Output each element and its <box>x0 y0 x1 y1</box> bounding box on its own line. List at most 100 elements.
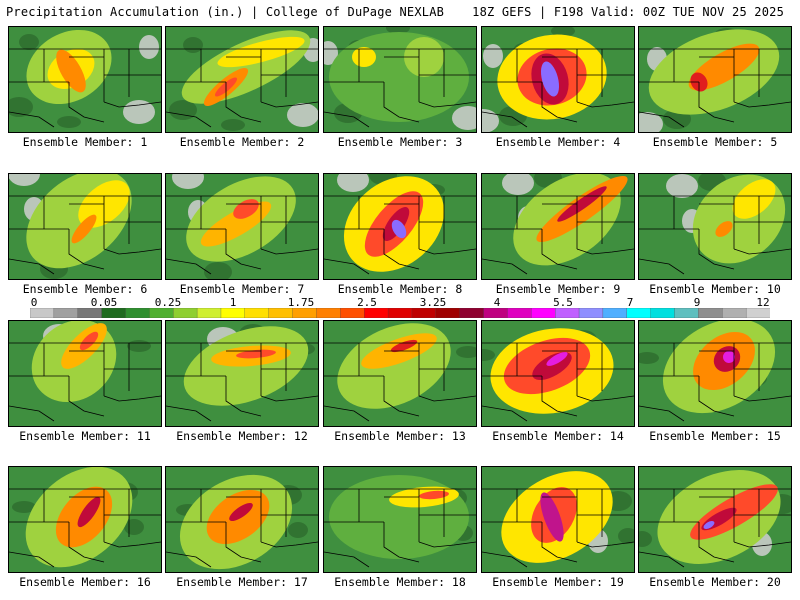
precip-contour <box>546 352 568 366</box>
background-patch <box>19 34 39 50</box>
border-line <box>103 248 161 255</box>
colorbar-tick-label: 5.5 <box>553 296 573 309</box>
border-line <box>103 541 161 548</box>
colorbar-swatch <box>125 308 151 318</box>
colorbar-swatch <box>220 308 246 318</box>
background-patch <box>452 106 476 130</box>
border-line <box>541 229 578 270</box>
border-line <box>541 82 578 123</box>
member-caption: Ensemble Member: 3 <box>337 135 463 149</box>
ensemble-map-panel <box>165 320 319 427</box>
precip-contour <box>236 349 276 359</box>
border-line <box>576 395 634 402</box>
colorbar-swatch <box>722 308 747 318</box>
background-patch <box>139 35 159 59</box>
precip-map <box>324 475 476 568</box>
border-line <box>260 101 318 108</box>
precip-map <box>9 29 161 128</box>
precip-contour <box>557 186 607 222</box>
border-line <box>68 522 105 563</box>
ensemble-map-panel <box>638 320 792 427</box>
precip-contour <box>715 221 733 237</box>
colorbar-swatch <box>292 308 318 318</box>
precip-map <box>639 174 791 275</box>
border-line <box>225 229 262 270</box>
colorbar-swatch <box>387 308 413 318</box>
member-caption: Ensemble Member: 4 <box>495 135 621 149</box>
precip-map <box>482 328 634 422</box>
colorbar-tick-label: 7 <box>626 296 634 309</box>
precip-map <box>166 30 318 131</box>
border-line <box>68 376 105 417</box>
member-caption: Ensemble Member: 1 <box>22 135 148 149</box>
member-caption: Ensemble Member: 8 <box>337 282 463 296</box>
border-line <box>9 111 55 128</box>
border-line <box>166 405 212 422</box>
colorbar-tick-label: 12 <box>756 296 770 309</box>
state-borders <box>166 342 318 422</box>
colorbar-swatch <box>340 308 365 318</box>
colorbar-tick-label: 0 <box>30 296 38 309</box>
member-caption: Ensemble Member: 14 <box>492 429 624 443</box>
precip-map <box>324 27 476 130</box>
state-borders <box>482 195 634 275</box>
colorbar-swatch <box>507 308 532 318</box>
colorbar-swatch <box>531 308 556 318</box>
header-valid-time: 18Z GEFS | F198 Valid: 00Z TUE NOV 25 20… <box>472 5 784 19</box>
state-borders <box>166 48 318 128</box>
precip-map <box>639 470 791 568</box>
member-caption: Ensemble Member: 19 <box>492 575 624 589</box>
border-line <box>733 541 791 548</box>
border-line <box>166 551 212 568</box>
border-line <box>260 395 318 402</box>
background-patch <box>127 340 151 352</box>
border-line <box>166 258 212 275</box>
colorbar-tick-label: 2.5 <box>357 296 377 309</box>
ensemble-map-panel <box>165 26 319 133</box>
precip-map <box>639 321 791 422</box>
background-patch <box>482 109 499 132</box>
header-title: Precipitation Accumulation (in.) | Colle… <box>6 5 445 19</box>
precip-map <box>166 474 318 570</box>
background-patch <box>169 100 197 120</box>
member-caption: Ensemble Member: 2 <box>179 135 305 149</box>
precip-map <box>166 174 318 279</box>
border-line <box>225 522 262 563</box>
member-caption: Ensemble Member: 6 <box>22 282 148 296</box>
border-line <box>9 551 55 568</box>
colorbar-swatch <box>411 308 437 318</box>
border-line <box>324 551 370 568</box>
member-caption: Ensemble Member: 20 <box>649 575 781 589</box>
member-caption: Ensemble Member: 16 <box>19 575 151 589</box>
border-line <box>68 82 105 123</box>
ensemble-map-panel <box>165 173 319 280</box>
border-line <box>698 82 735 123</box>
ensemble-map-panel <box>8 173 162 280</box>
precip-map <box>482 174 634 275</box>
colorbar-swatch <box>698 308 723 318</box>
colorbar-swatch <box>555 308 580 318</box>
precip-contour <box>540 61 560 97</box>
border-line <box>260 248 318 255</box>
border-line <box>383 376 420 417</box>
colorbar-swatch <box>459 308 485 318</box>
colorbar-swatch <box>578 308 604 318</box>
border-line <box>733 101 791 108</box>
precip-contour <box>183 326 309 406</box>
precip-map <box>9 467 161 568</box>
border-line <box>418 395 476 402</box>
colorbar-swatch <box>196 308 222 318</box>
state-borders <box>166 488 318 568</box>
precip-map <box>166 324 318 422</box>
background-patch <box>639 531 652 547</box>
colorbar-tick-label: 0.05 <box>90 296 118 309</box>
ensemble-map-panel <box>323 173 477 280</box>
precip-contour <box>56 49 86 93</box>
background-patch <box>183 37 203 53</box>
border-line <box>733 395 791 402</box>
border-line <box>324 258 370 275</box>
state-borders <box>9 48 161 128</box>
border-line <box>103 395 161 402</box>
background-patch <box>204 262 232 279</box>
border-line <box>482 258 528 275</box>
